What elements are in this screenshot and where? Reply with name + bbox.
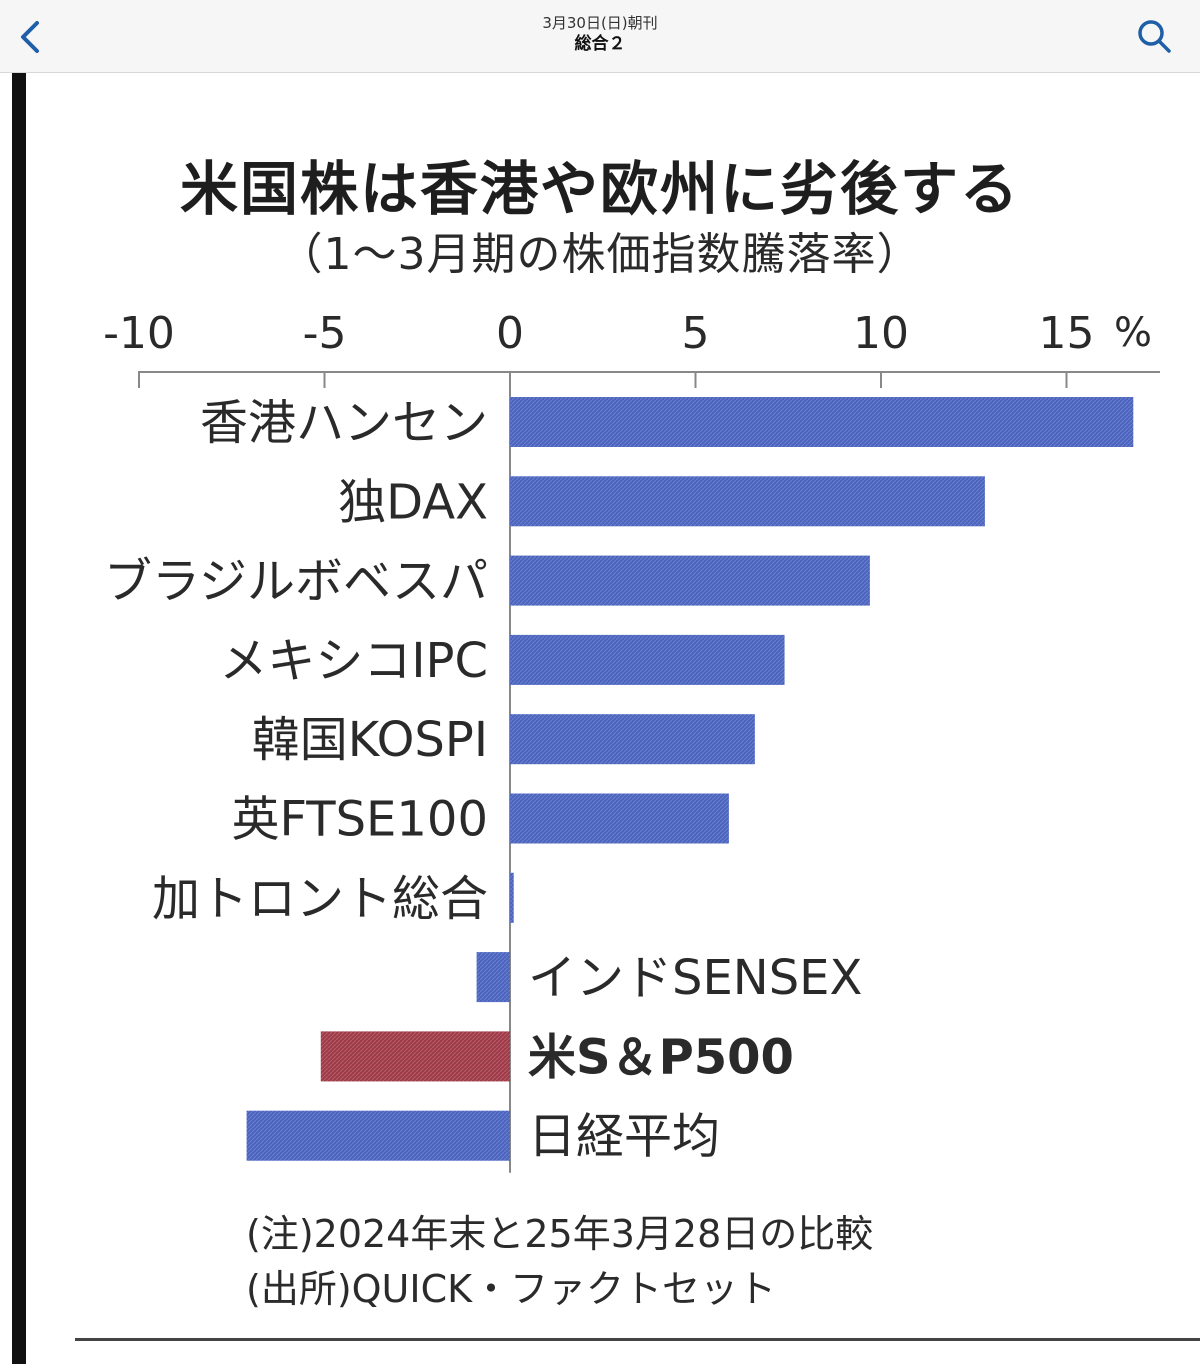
x-tick-label: 15	[1039, 308, 1095, 359]
bar-texture	[510, 476, 985, 527]
category-label: 日経平均	[528, 1109, 720, 1165]
bar-texture	[510, 397, 1134, 447]
category-label: メキシコIPC	[219, 633, 488, 689]
header-title: 3月30日(日)朝刊 総合２	[400, 13, 800, 55]
x-unit-label: %	[1114, 310, 1152, 356]
figure-title: 米国株は香港や欧州に劣後する	[179, 155, 1020, 223]
bar-texture	[320, 1031, 510, 1082]
bar-texture	[510, 634, 785, 685]
app-header: 3月30日(日)朝刊 総合２	[0, 0, 1200, 73]
category-label: ブラジルボベスパ	[104, 554, 488, 610]
bar-texture	[476, 952, 510, 1003]
x-tick-label: -10	[103, 308, 175, 359]
figure-subtitle: （1～3月期の株価指数騰落率）	[278, 229, 922, 280]
page-left-rule	[12, 73, 26, 1364]
search-icon	[1138, 20, 1171, 53]
bar-texture	[246, 1110, 510, 1161]
category-label: インドSENSEX	[528, 950, 862, 1006]
chart-source: (出所)QUICK・ファクトセット	[246, 1267, 777, 1311]
chart-note: (注)2024年末と25年3月28日の比較	[246, 1212, 874, 1256]
bar-texture	[510, 872, 514, 923]
category-label: 米S＆P500	[528, 1029, 794, 1085]
x-tick-label: -5	[303, 308, 347, 359]
edition-date: 3月30日(日)朝刊	[542, 14, 658, 32]
x-tick-label: 0	[496, 308, 524, 359]
bar-texture	[510, 793, 729, 844]
category-label: 英FTSE100	[231, 792, 488, 848]
back-button[interactable]	[10, 14, 50, 60]
category-label: 独DAX	[338, 474, 488, 530]
section-name: 総合２	[574, 34, 626, 54]
page-bottom-rule	[75, 1338, 1200, 1341]
x-tick-label: 5	[682, 308, 710, 359]
chevron-left-icon	[21, 21, 39, 53]
x-tick-label: 10	[853, 308, 909, 359]
bar-texture	[510, 555, 870, 606]
bar-texture	[510, 714, 755, 765]
search-button[interactable]	[1132, 14, 1178, 60]
category-label: 韓国KOSPI	[252, 712, 488, 768]
category-label: 加トロント総合	[152, 871, 488, 927]
category-label: 香港ハンセン	[200, 395, 488, 451]
